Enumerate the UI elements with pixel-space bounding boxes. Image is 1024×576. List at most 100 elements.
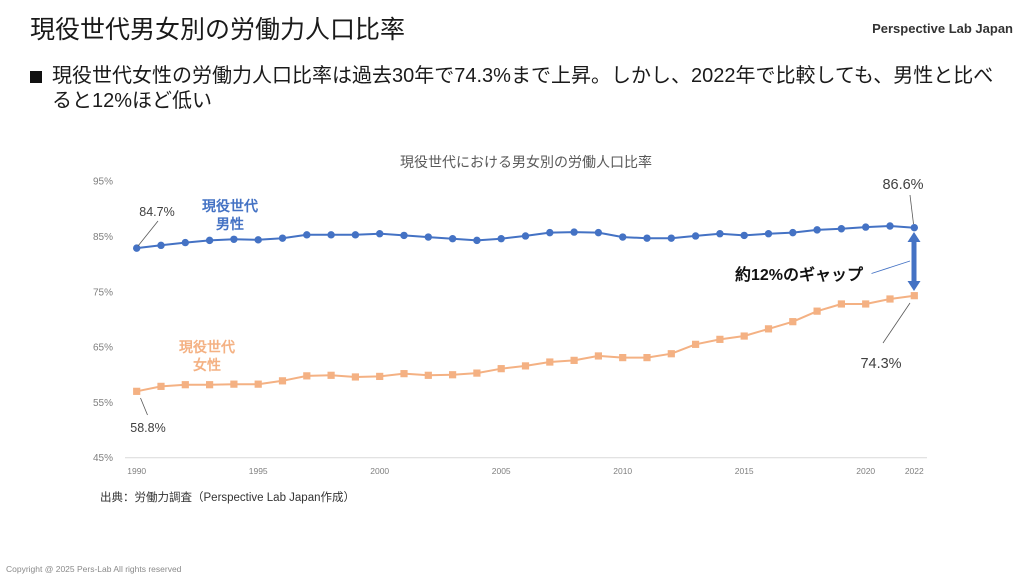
data-point-female [133, 387, 141, 395]
data-point-male [133, 244, 141, 252]
data-point-female [521, 362, 530, 370]
data-point-female [594, 352, 602, 360]
data-point-female [862, 300, 870, 308]
data-point-male [424, 233, 432, 241]
data-point-female [789, 318, 797, 326]
data-point-male [473, 236, 481, 245]
data-point-female [351, 373, 359, 381]
data-point-male [594, 228, 603, 237]
x-tick-label: 2022 [905, 466, 924, 476]
data-point-female [886, 295, 894, 303]
x-tick-label: 2010 [613, 466, 632, 476]
data-point-male [376, 230, 384, 238]
data-point-male [546, 228, 554, 237]
data-point-female [449, 371, 457, 379]
data-point-male [837, 225, 846, 233]
data-point-female [278, 377, 287, 385]
data-point-female [254, 380, 262, 388]
gap-connector-line [871, 260, 911, 274]
female-start-data-label: 58.8% [130, 421, 165, 435]
data-point-female [473, 369, 481, 377]
data-point-male [351, 231, 360, 239]
data-point-male [764, 230, 773, 238]
data-point-male [303, 231, 311, 239]
data-point-female [910, 292, 918, 300]
data-point-male [181, 238, 189, 247]
x-axis: 1990 1995 2000 2005 2010 2015 2020 2022 [127, 466, 924, 476]
y-tick-label: 65% [93, 343, 113, 354]
data-point-male [862, 223, 870, 231]
data-point-female [497, 365, 505, 373]
data-point-male [230, 235, 238, 243]
data-point-female [424, 371, 432, 379]
source-note: 出典：労働力調査（Perspective Lab Japan作成） [100, 492, 355, 504]
data-point-female [400, 370, 408, 378]
data-point-male [278, 234, 287, 242]
female-end-data-label: 74.3% [860, 356, 901, 372]
male-end-leader-line [909, 194, 914, 225]
data-point-male [643, 234, 651, 242]
data-point-male [789, 228, 797, 237]
data-point-male [497, 235, 505, 243]
female-end-leader-line [882, 302, 911, 344]
female-series-label-line2: 女性 [193, 357, 221, 373]
data-point-female [813, 307, 821, 315]
copyright-text: Copyright @ 2025 Pers-Lab All rights res… [6, 564, 182, 574]
gap-double-arrow-icon [907, 232, 921, 291]
data-point-female [740, 332, 748, 340]
female-start-leader-line [140, 397, 148, 416]
data-point-female [230, 380, 238, 388]
data-point-female [764, 325, 773, 333]
data-point-male [448, 235, 457, 243]
data-point-male [716, 230, 724, 238]
brand-name: Perspective Lab Japan [872, 21, 1013, 36]
y-tick-label: 75% [93, 287, 113, 298]
data-point-male [813, 226, 821, 234]
data-point-male [254, 236, 262, 244]
series-markers [133, 222, 918, 395]
y-tick-label: 95% [93, 177, 113, 188]
data-point-male [327, 231, 335, 239]
male-start-data-label: 84.7% [139, 205, 174, 219]
data-point-male [910, 223, 918, 232]
series-line-female [136, 294, 915, 393]
page-title: 現役世代男女別の労働力人口比率 [30, 16, 406, 44]
data-point-female [619, 354, 627, 362]
y-tick-label: 45% [93, 453, 113, 464]
x-tick-label: 2000 [370, 466, 389, 476]
x-tick-label: 2020 [856, 466, 875, 476]
square-bullet-icon [30, 71, 42, 83]
data-point-female [546, 358, 554, 366]
x-tick-label: 2015 [735, 466, 754, 476]
male-series-label-line2: 男性 [216, 216, 244, 232]
x-tick-label: 2005 [492, 466, 511, 476]
data-point-male [157, 241, 165, 250]
male-start-leader-line [137, 220, 159, 247]
summary-text: 現役世代女性の労働力人口比率は過去30年で74.3%まで上昇。しかし、2022年… [52, 65, 994, 112]
x-tick-label: 1995 [249, 466, 268, 476]
chart-title: 現役世代における男女別の労働人口比率 [400, 154, 652, 170]
data-point-male [400, 231, 408, 240]
data-point-male [740, 231, 748, 240]
male-series-label-line1: 現役世代 [202, 198, 258, 214]
data-point-male [570, 228, 578, 236]
data-point-female [716, 335, 724, 343]
y-axis: 45% 55% 65% 75% 85% 95% [93, 177, 113, 465]
male-end-data-label: 86.6% [882, 177, 923, 193]
x-tick-label: 1990 [127, 466, 146, 476]
data-point-male [691, 232, 700, 240]
data-point-male [667, 234, 675, 242]
data-point-female [376, 372, 384, 381]
data-point-female [667, 350, 675, 358]
female-series-label-line1: 現役世代 [179, 339, 235, 355]
data-point-female [837, 300, 845, 308]
data-point-female [692, 340, 700, 348]
data-point-male [205, 236, 214, 245]
y-tick-label: 85% [93, 232, 113, 243]
gap-annotation-label: 約12%のギャップ [735, 265, 864, 284]
data-point-female [327, 371, 335, 379]
data-point-male [521, 232, 530, 240]
data-point-female [157, 382, 165, 390]
data-point-female [206, 381, 214, 389]
